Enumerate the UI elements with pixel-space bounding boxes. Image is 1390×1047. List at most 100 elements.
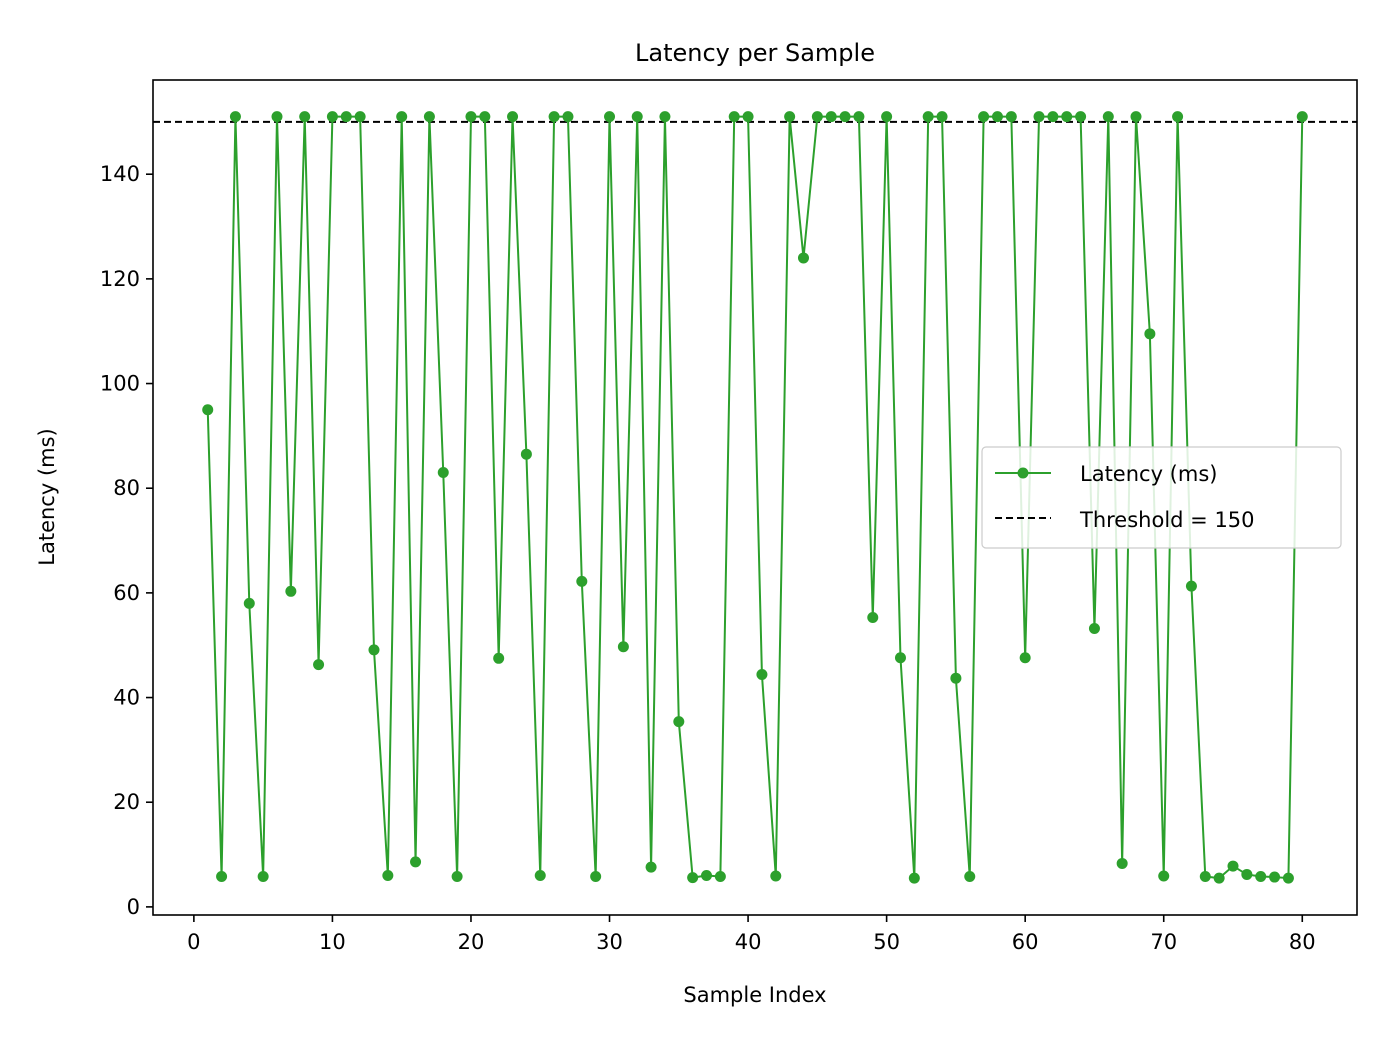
data-point — [368, 644, 380, 656]
data-point — [257, 871, 269, 883]
data-point — [1102, 111, 1114, 123]
x-axis: 0 10 20 30 40 50 60 70 80 — [187, 915, 1316, 954]
y-tick-label: 100 — [100, 372, 140, 396]
data-point — [271, 111, 283, 123]
data-point — [839, 111, 851, 123]
data-point — [825, 111, 837, 123]
data-point — [202, 404, 214, 416]
legend-threshold-label: Threshold = 150 — [1079, 508, 1255, 532]
data-point — [950, 672, 962, 684]
data-point — [1061, 111, 1073, 123]
x-tick-label: 50 — [873, 930, 900, 954]
data-point — [964, 871, 976, 883]
data-point — [742, 111, 754, 123]
y-axis-label: Latency (ms) — [35, 428, 59, 565]
data-point — [1241, 868, 1253, 880]
data-point — [1199, 871, 1211, 883]
legend-latency-marker — [1017, 467, 1029, 479]
legend: Latency (ms) Threshold = 150 — [981, 446, 1342, 549]
data-point — [784, 111, 796, 123]
data-point — [659, 111, 671, 123]
data-point — [1075, 111, 1087, 123]
data-point — [867, 611, 879, 623]
data-point — [396, 111, 408, 123]
x-tick-label: 30 — [596, 930, 623, 954]
data-point — [1130, 111, 1142, 123]
legend-latency-label: Latency (ms) — [1080, 462, 1217, 486]
data-point — [1172, 111, 1184, 123]
data-point — [604, 111, 616, 123]
x-tick-label: 20 — [458, 930, 485, 954]
y-tick-label: 0 — [127, 895, 140, 919]
data-point — [881, 111, 893, 123]
data-point — [520, 448, 532, 460]
data-point — [797, 252, 809, 264]
y-axis: 0 20 40 60 80 100 120 140 — [100, 162, 153, 919]
data-point — [1213, 872, 1225, 884]
data-point — [285, 585, 297, 597]
y-tick-label: 60 — [113, 581, 140, 605]
data-point — [562, 111, 574, 123]
x-tick-label: 10 — [319, 930, 346, 954]
data-point — [770, 870, 782, 882]
data-point — [1005, 111, 1017, 123]
x-axis-label: Sample Index — [683, 983, 826, 1007]
data-point — [645, 861, 657, 873]
axes-frame — [152, 79, 1358, 916]
y-tick-label: 40 — [113, 686, 140, 710]
data-point — [437, 467, 449, 479]
data-point — [1033, 111, 1045, 123]
data-point — [687, 872, 699, 884]
y-tick-label: 140 — [100, 162, 140, 186]
data-point — [728, 111, 740, 123]
data-point — [714, 871, 726, 883]
data-point — [1255, 871, 1267, 883]
data-point — [1144, 328, 1156, 340]
data-point — [894, 652, 906, 664]
data-point — [1185, 580, 1197, 592]
data-point — [382, 869, 394, 881]
data-point — [617, 641, 629, 653]
chart-title: Latency per Sample — [635, 39, 875, 67]
data-point — [1116, 857, 1128, 869]
data-point — [991, 111, 1003, 123]
data-point — [479, 111, 491, 123]
data-point — [423, 111, 435, 123]
data-point — [1088, 622, 1100, 634]
data-point — [229, 111, 241, 123]
legend-box — [981, 446, 1342, 549]
data-point — [451, 871, 463, 883]
x-tick-label: 60 — [1012, 930, 1039, 954]
data-point — [299, 111, 311, 123]
data-point — [507, 111, 519, 123]
data-point — [590, 871, 602, 883]
y-tick-label: 120 — [100, 267, 140, 291]
data-point — [326, 111, 338, 123]
x-tick-label: 70 — [1150, 930, 1177, 954]
data-point — [576, 575, 588, 587]
data-point — [1296, 111, 1308, 123]
x-tick-label: 0 — [187, 930, 200, 954]
data-point — [548, 111, 560, 123]
data-point — [978, 111, 990, 123]
data-point — [631, 111, 643, 123]
data-point — [1019, 652, 1031, 664]
y-tick-label: 80 — [113, 476, 140, 500]
data-point — [853, 111, 865, 123]
data-point — [1158, 870, 1170, 882]
data-point — [922, 111, 934, 123]
data-point — [313, 659, 325, 671]
data-point — [1269, 871, 1281, 883]
data-point — [673, 716, 685, 728]
data-point — [340, 111, 352, 123]
x-tick-label: 40 — [735, 930, 762, 954]
data-point — [216, 871, 228, 883]
data-point — [465, 111, 477, 123]
data-point — [811, 111, 823, 123]
data-point — [701, 869, 713, 881]
data-point — [1047, 111, 1059, 123]
y-tick-label: 20 — [113, 790, 140, 814]
x-tick-label: 80 — [1289, 930, 1316, 954]
